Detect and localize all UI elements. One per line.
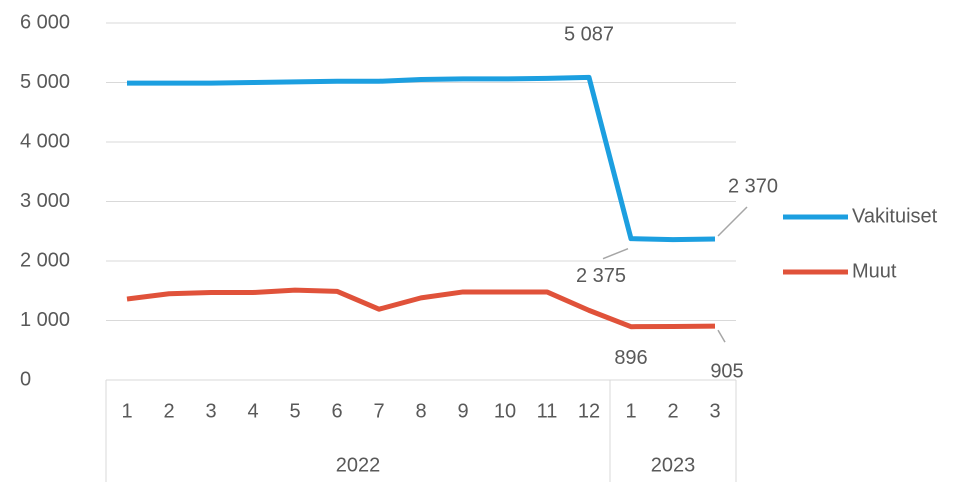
x-tick-label: 2 <box>163 400 174 422</box>
y-tick-label: 6 000 <box>20 11 70 33</box>
data-label: 2 375 <box>576 265 626 287</box>
leader-line <box>717 206 748 237</box>
legend-label: Vakituiset <box>852 205 938 227</box>
x-tick-label: 3 <box>709 400 720 422</box>
x-tick-label: 6 <box>331 400 342 422</box>
x-tick-label: 11 <box>537 400 558 422</box>
x-tick-label: 1 <box>625 400 636 422</box>
data-label: 2 370 <box>728 175 778 197</box>
x-tick-label: 12 <box>578 400 600 422</box>
y-tick-label: 3 000 <box>20 190 70 212</box>
y-tick-label: 4 000 <box>20 130 70 152</box>
x-tick-label: 3 <box>205 400 216 422</box>
y-tick-label: 2 000 <box>20 249 70 271</box>
data-label: 5 087 <box>564 24 614 46</box>
series-line <box>127 74 716 243</box>
y-tick-label: 0 <box>20 368 31 390</box>
y-tick-label: 5 000 <box>20 71 70 93</box>
x-tick-label: 4 <box>247 400 258 422</box>
x-tick-label: 7 <box>373 400 384 422</box>
data-label: 896 <box>614 347 647 369</box>
x-tick-label: 10 <box>494 400 516 422</box>
x-tick-label: 8 <box>415 400 426 422</box>
leader-line <box>602 247 629 260</box>
x-tick-label: 9 <box>457 400 468 422</box>
leader-line <box>717 329 726 343</box>
group-label: 2023 <box>651 454 696 476</box>
x-tick-label: 1 <box>121 400 132 422</box>
y-tick-label: 1 000 <box>20 309 70 331</box>
x-tick-label: 5 <box>289 400 300 422</box>
x-tick-label: 2 <box>667 400 678 422</box>
data-label: 905 <box>710 360 743 382</box>
legend-label: Muut <box>852 260 897 282</box>
group-label: 2022 <box>336 454 381 476</box>
series-line <box>126 287 716 330</box>
